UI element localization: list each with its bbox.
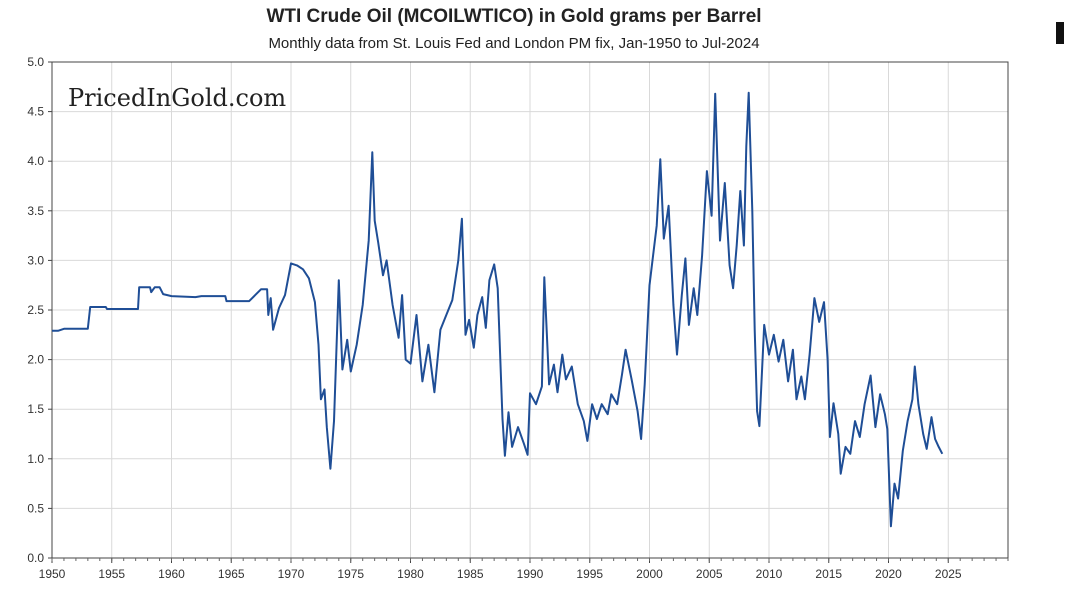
x-tick-label: 2005 (696, 567, 723, 581)
x-tick-label: 1985 (457, 567, 484, 581)
x-tick-label: 1960 (158, 567, 185, 581)
x-tick-label: 1970 (278, 567, 305, 581)
y-axis: 0.0 0.5 1.0 1.5 2.0 2.5 3.0 3.5 4.0 4.5 5.0 (27, 55, 52, 565)
x-tick-label: 1965 (218, 567, 245, 581)
y-tick-label: 1.5 (27, 402, 44, 416)
x-tick-label: 2025 (935, 567, 962, 581)
series-group (52, 91, 944, 528)
x-tick-label: 2020 (875, 567, 902, 581)
x-tick-label: 1950 (39, 567, 66, 581)
x-tick-label: 1990 (517, 567, 544, 581)
y-tick-label: 3.5 (27, 204, 44, 218)
x-tick-label: 1955 (98, 567, 125, 581)
chart-title: WTI Crude Oil (MCOILWTICO) in Gold grams… (266, 6, 762, 27)
y-tick-label: 1.0 (27, 452, 44, 466)
window-edge-marker (1056, 22, 1064, 44)
x-tick-label: 2000 (636, 567, 663, 581)
x-tick-label: 1980 (397, 567, 424, 581)
y-tick-label: 0.5 (27, 501, 44, 515)
y-tick-label: 2.0 (27, 353, 44, 367)
chart-subtitle: Monthly data from St. Louis Fed and Lond… (268, 35, 760, 52)
x-tick-label: 2015 (815, 567, 842, 581)
x-tick-label: 2010 (756, 567, 783, 581)
x-tick-label: 1995 (576, 567, 603, 581)
y-tick-label: 2.5 (27, 303, 44, 317)
y-tick-label: 4.0 (27, 154, 44, 168)
x-axis: 1950 1955 1960 1965 1970 1975 1980 1985 1990 1995… (39, 558, 1009, 581)
y-tick-label: 0.0 (27, 551, 44, 565)
series-line (52, 91, 944, 528)
x-tick-label: 1975 (337, 567, 364, 581)
y-tick-label: 5.0 (27, 55, 44, 69)
watermark-logo: PricedInGold.com (68, 84, 286, 112)
y-tick-label: 4.5 (27, 105, 44, 119)
y-tick-label: 3.0 (27, 253, 44, 267)
grid-lines (51, 61, 1008, 559)
